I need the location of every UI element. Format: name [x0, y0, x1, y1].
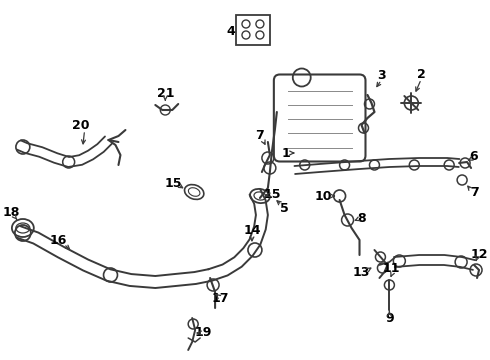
- Text: 9: 9: [385, 311, 393, 324]
- Text: 10: 10: [315, 189, 332, 202]
- Ellipse shape: [185, 185, 204, 199]
- Text: 14: 14: [243, 224, 261, 237]
- Text: 4: 4: [227, 24, 235, 37]
- Text: 11: 11: [383, 261, 400, 274]
- Text: 2: 2: [417, 68, 426, 81]
- Ellipse shape: [16, 223, 30, 233]
- Text: 8: 8: [357, 212, 366, 225]
- Text: 7: 7: [255, 129, 264, 141]
- Ellipse shape: [188, 188, 200, 196]
- Text: 19: 19: [195, 325, 212, 338]
- Text: 15: 15: [165, 176, 182, 189]
- Text: 3: 3: [377, 68, 386, 81]
- Ellipse shape: [12, 219, 34, 237]
- Ellipse shape: [254, 192, 266, 200]
- Text: 5: 5: [280, 202, 289, 215]
- Text: 7: 7: [470, 185, 478, 198]
- Text: 17: 17: [211, 292, 229, 305]
- Text: 16: 16: [50, 234, 68, 247]
- Text: 15: 15: [263, 188, 281, 201]
- Text: 12: 12: [470, 248, 488, 261]
- Text: 18: 18: [2, 206, 20, 219]
- Text: 21: 21: [156, 86, 174, 99]
- Text: 13: 13: [353, 266, 370, 279]
- Text: 20: 20: [72, 118, 89, 131]
- FancyBboxPatch shape: [236, 15, 270, 45]
- Ellipse shape: [250, 189, 270, 203]
- Text: 1: 1: [281, 147, 290, 159]
- FancyBboxPatch shape: [274, 75, 366, 162]
- Text: 6: 6: [470, 149, 478, 162]
